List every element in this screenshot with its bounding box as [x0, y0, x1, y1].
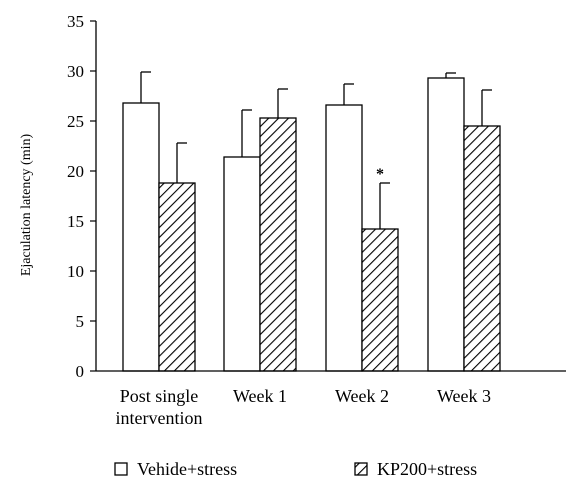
y-axis-ticks: 0 5 10 15 20 25 30 35	[67, 12, 96, 381]
y-tick-label: 20	[67, 162, 84, 181]
x-tick-label: Week 3	[437, 386, 491, 406]
legend: Vehide+stress KP200+stress	[114, 459, 477, 479]
bar	[122, 102, 160, 372]
y-tick-label: 10	[67, 262, 84, 281]
legend-label: KP200+stress	[377, 459, 477, 479]
axes	[95, 21, 566, 372]
legend-label: Vehide+stress	[137, 459, 237, 479]
bar	[427, 77, 465, 372]
category-labels: Post single intervention Week 1 Week 2 Week …	[116, 386, 492, 428]
y-tick-label: 30	[67, 62, 84, 81]
significance-marker: *	[376, 166, 384, 183]
bar	[325, 104, 363, 372]
bar	[463, 125, 501, 372]
x-tick-label: Week 1	[233, 386, 287, 406]
y-axis-label: Ejaculation latency (min)	[19, 134, 34, 277]
y-tick-label: 5	[76, 312, 85, 331]
legend-swatch	[354, 462, 368, 476]
error-bars	[140, 71, 492, 229]
bar	[158, 182, 196, 372]
y-tick-label: 35	[67, 12, 84, 31]
bar	[223, 156, 261, 372]
x-tick-label: Week 2	[335, 386, 389, 406]
y-tick-label: 25	[67, 112, 84, 131]
y-tick-label: 15	[67, 212, 84, 231]
x-tick-label: Post single intervention	[116, 386, 203, 428]
bar-series	[122, 77, 501, 372]
bar	[361, 228, 399, 372]
y-tick-label: 0	[76, 362, 85, 381]
bar	[259, 117, 297, 372]
annotations: *	[376, 166, 384, 183]
legend-swatch	[114, 462, 128, 476]
